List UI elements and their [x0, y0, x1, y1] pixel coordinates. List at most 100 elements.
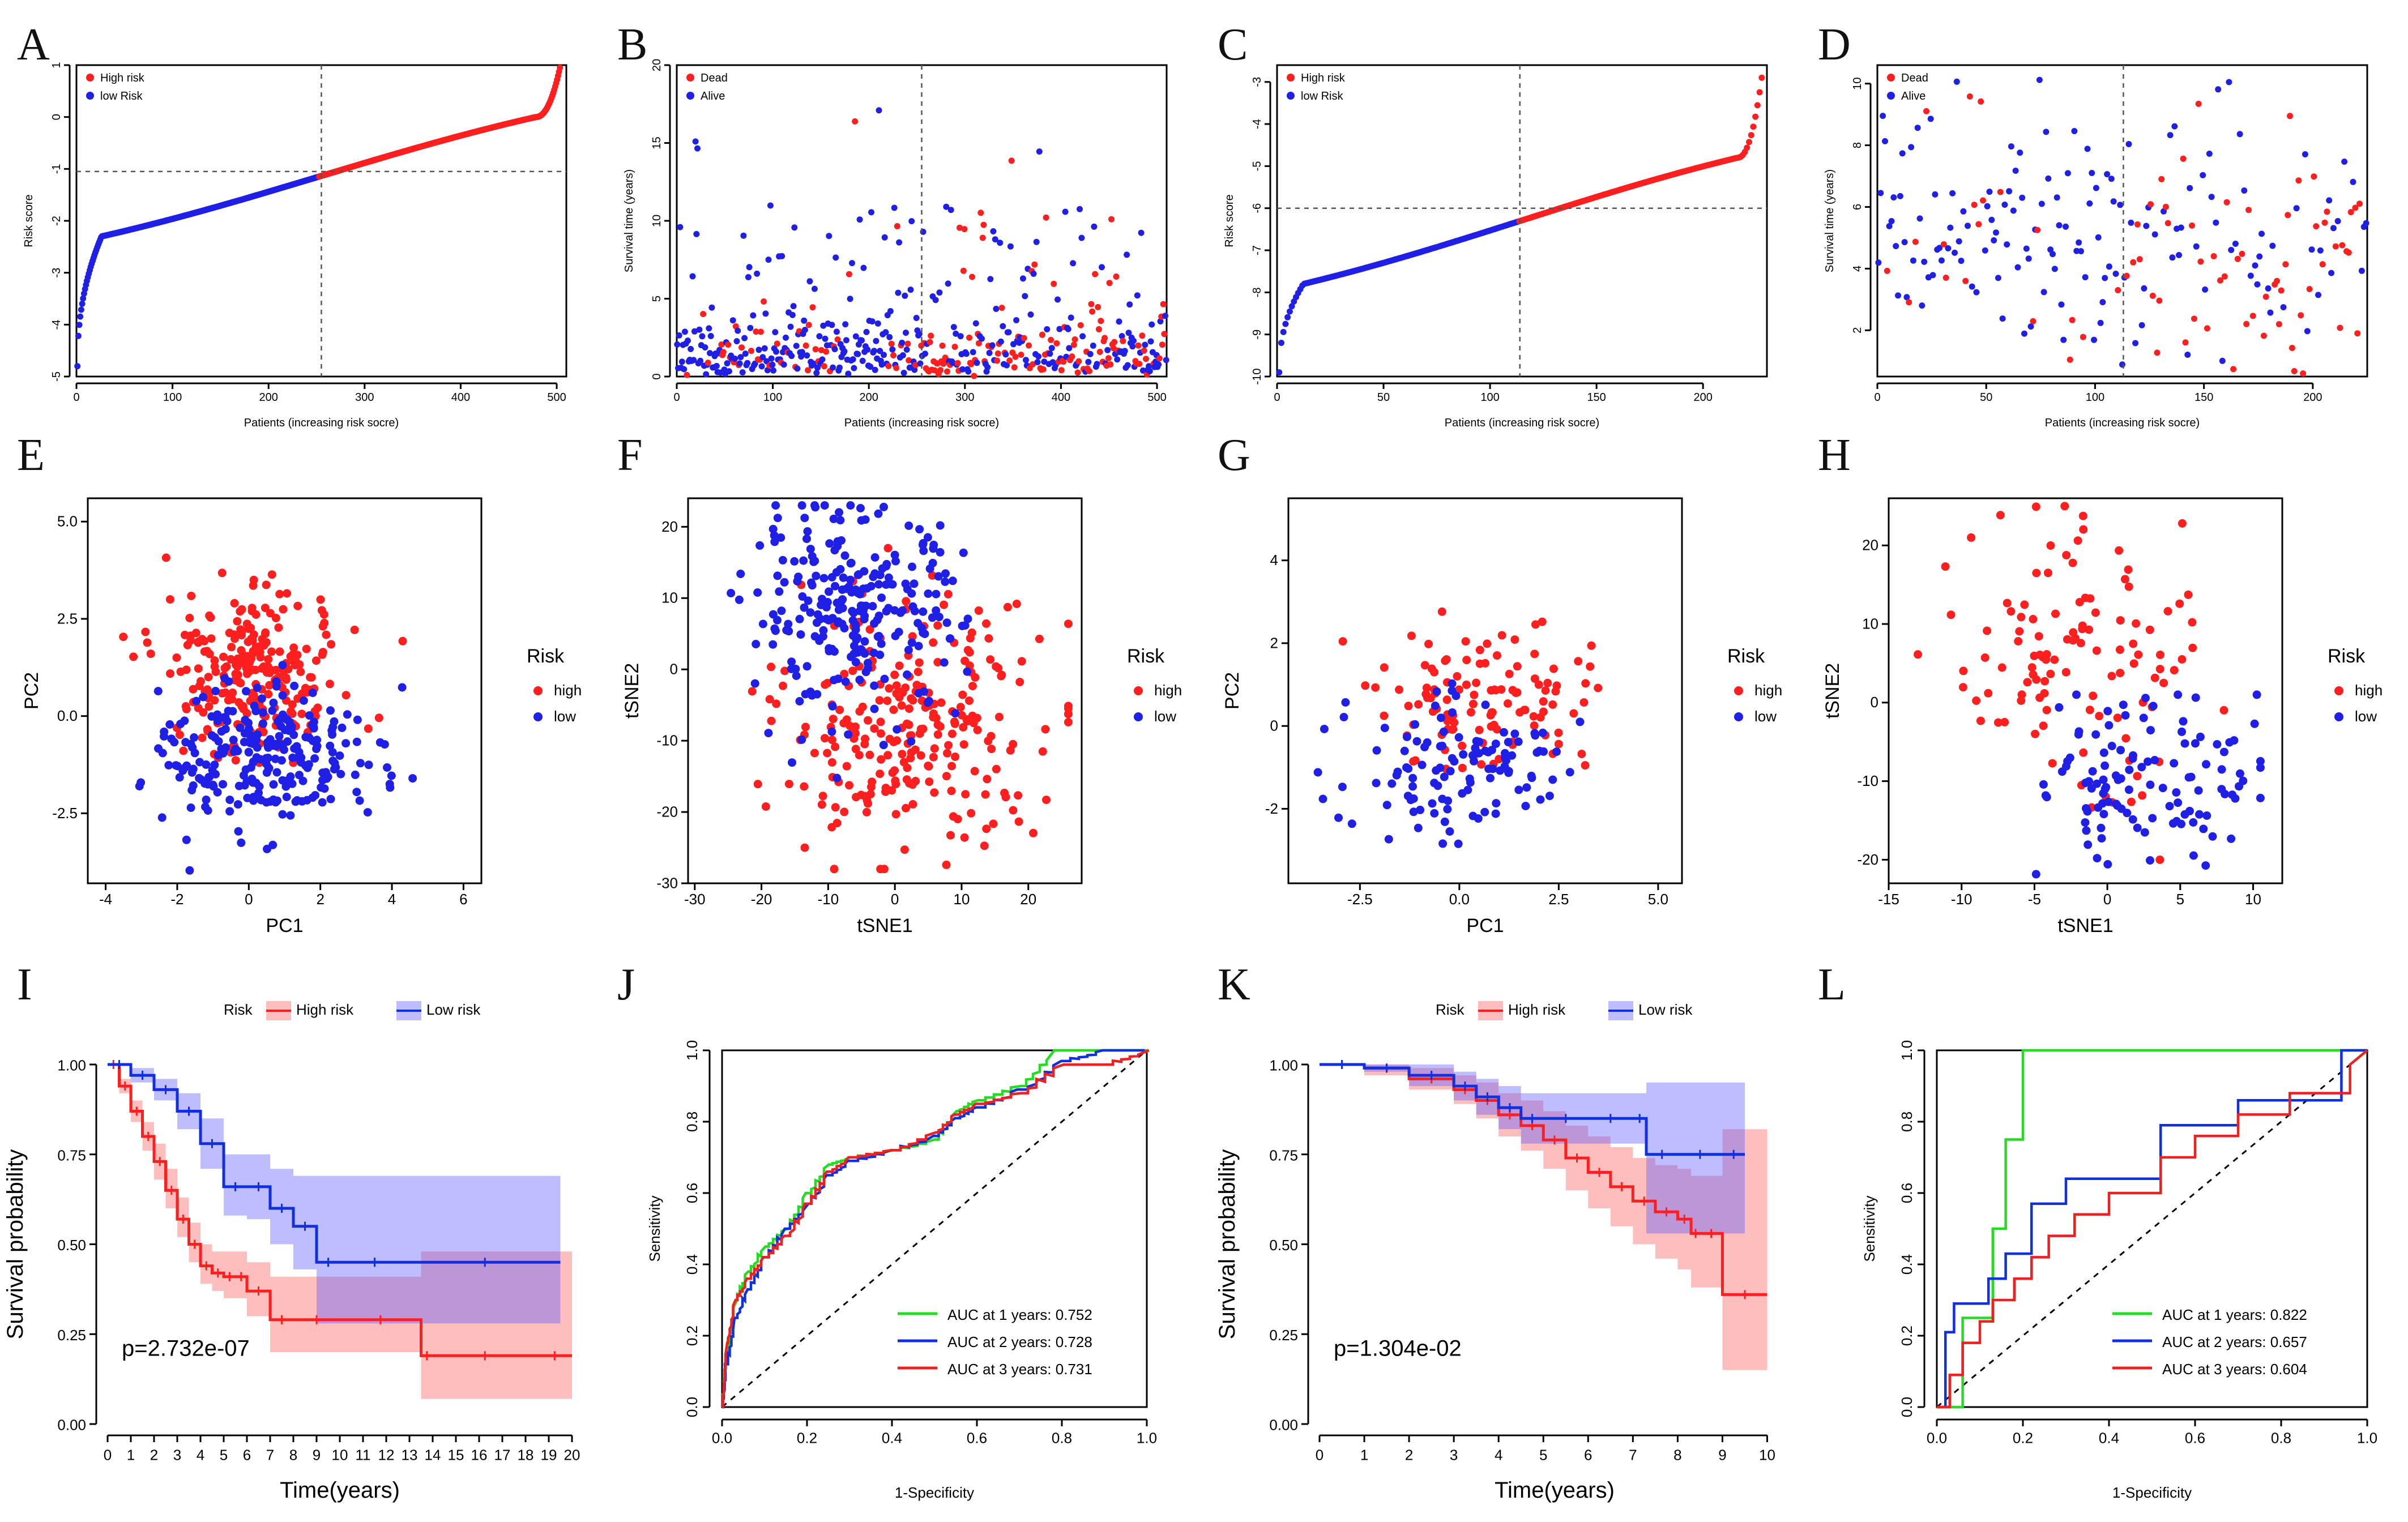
alive-point	[745, 274, 752, 280]
points-C	[1276, 74, 1765, 376]
legend-label: High risk	[296, 1001, 354, 1018]
high-point	[2050, 655, 2059, 664]
high-point	[264, 655, 273, 664]
high-point	[1420, 661, 1429, 670]
legend-swatch-dead	[686, 74, 694, 82]
low-point	[863, 659, 872, 668]
high-point	[947, 729, 957, 738]
low-point	[2117, 804, 2126, 813]
dead-point	[2191, 315, 2197, 322]
high-point	[210, 662, 219, 671]
high-point	[936, 722, 945, 731]
low-point	[1552, 747, 1561, 756]
alive-point	[1956, 238, 1962, 245]
low-point	[219, 780, 227, 789]
alive-point	[2023, 245, 2030, 252]
dead-point	[725, 341, 732, 348]
high-point	[1009, 806, 1018, 815]
high-point	[289, 643, 298, 652]
alive-point	[2228, 247, 2235, 253]
dead-point	[1113, 273, 1120, 280]
high-point	[161, 553, 170, 562]
low-point	[778, 555, 787, 565]
y-tick-label: 0.00	[57, 1417, 86, 1434]
y-tick-label: 1.0	[684, 1040, 701, 1061]
alive-point	[2099, 299, 2106, 306]
x-tick-label: 19	[541, 1447, 557, 1464]
alive-point	[903, 347, 910, 353]
high-point	[119, 632, 128, 642]
x-tick-label: -20	[751, 891, 772, 908]
dead-point	[2295, 177, 2302, 184]
low-point	[1491, 809, 1500, 818]
low-point	[879, 502, 888, 511]
alive-point	[1155, 361, 1162, 368]
alive-point	[1044, 326, 1051, 332]
low-point	[735, 595, 744, 604]
low-point	[2235, 769, 2244, 778]
alive-point	[2265, 285, 2272, 292]
risk-point	[1754, 102, 1761, 109]
high-point	[1548, 700, 1557, 709]
low-point	[1387, 779, 1397, 788]
high-point	[1014, 817, 1023, 826]
low-point	[888, 580, 897, 589]
high-point	[2040, 677, 2050, 686]
dead-point	[1012, 353, 1019, 360]
y-tick-label: -1	[50, 164, 63, 174]
low-point	[788, 758, 796, 767]
low-point	[848, 616, 857, 625]
low-point	[904, 521, 913, 530]
x-tick-label: 500	[1147, 391, 1166, 404]
alive-point	[1004, 362, 1010, 369]
low-point	[165, 720, 174, 729]
alive-point	[953, 330, 959, 337]
dead-point	[975, 340, 982, 347]
low-point	[1472, 737, 1481, 746]
alive-point	[735, 327, 741, 334]
low-point	[829, 676, 838, 685]
alive-point	[1048, 345, 1055, 352]
x-tick-label: -15	[1878, 891, 1899, 908]
low-point	[940, 658, 949, 667]
alive-point	[972, 320, 979, 327]
low-point	[919, 607, 928, 616]
low-point	[831, 582, 839, 591]
low-point	[1530, 729, 1539, 738]
low-point	[910, 579, 919, 588]
alive-point	[2056, 222, 2063, 229]
risk-point	[1280, 328, 1287, 335]
y-tick-label: -2	[50, 216, 63, 226]
alive-point	[2184, 352, 2191, 358]
alive-point	[819, 356, 826, 363]
panel-letter-H: H	[1818, 430, 1851, 480]
dead-point	[904, 340, 911, 347]
low-point	[214, 751, 223, 760]
dead-point	[941, 360, 947, 366]
dead-point	[1143, 356, 1149, 362]
alive-point	[2091, 336, 2097, 343]
panel-letter-I: I	[17, 960, 32, 1010]
alive-point	[806, 278, 813, 285]
high-point	[753, 780, 762, 789]
high-point	[966, 634, 975, 643]
alive-point	[1125, 330, 1132, 336]
y-tick-label: 5	[651, 296, 663, 302]
risk-point	[1276, 369, 1283, 376]
dead-point	[2158, 176, 2165, 182]
alive-point	[2171, 123, 2178, 130]
y-tick-label: -10	[1857, 772, 1878, 789]
high-point	[2184, 590, 2193, 599]
x-tick-label: -10	[818, 891, 839, 908]
low-point	[870, 553, 879, 562]
legend-K: Risk High risk Low risk	[1436, 1001, 1693, 1020]
alive-point	[2213, 219, 2219, 226]
y-tick-label: 0.0	[1898, 1397, 1915, 1417]
alive-point	[706, 325, 712, 332]
low-point	[277, 756, 286, 765]
low-point	[874, 509, 883, 518]
dead-point	[1089, 308, 1096, 315]
high-point	[994, 712, 1004, 721]
high-point	[994, 664, 1003, 673]
dead-point	[971, 373, 977, 379]
